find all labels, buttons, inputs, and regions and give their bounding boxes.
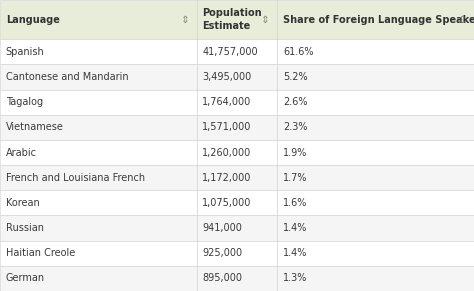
Bar (277, 115, 474, 140)
Text: Russian: Russian (6, 223, 44, 233)
Bar (277, 39, 474, 65)
Bar (0, 241, 197, 266)
Text: 5.2%: 5.2% (283, 72, 308, 82)
Text: 1,075,000: 1,075,000 (202, 198, 252, 208)
Text: 3,495,000: 3,495,000 (202, 72, 252, 82)
Text: 1.3%: 1.3% (283, 274, 307, 283)
Bar (277, 165, 474, 190)
Text: ⇕: ⇕ (261, 15, 270, 25)
Text: 1.7%: 1.7% (283, 173, 308, 183)
Bar (277, 65, 474, 90)
Bar (277, 140, 474, 165)
Text: Tagalog: Tagalog (6, 97, 43, 107)
Bar (0, 65, 197, 90)
Bar (197, 266, 277, 291)
Bar (277, 215, 474, 241)
Text: 941,000: 941,000 (202, 223, 242, 233)
Bar (277, 0, 474, 39)
Text: Arabic: Arabic (6, 148, 36, 157)
Bar (277, 90, 474, 115)
Text: Population
Estimate: Population Estimate (202, 8, 262, 31)
Bar (0, 165, 197, 190)
Text: Korean: Korean (6, 198, 39, 208)
Bar (277, 190, 474, 215)
Bar (197, 65, 277, 90)
Text: 1,172,000: 1,172,000 (202, 173, 252, 183)
Text: 2.6%: 2.6% (283, 97, 308, 107)
Text: 1.4%: 1.4% (283, 248, 307, 258)
Text: 41,757,000: 41,757,000 (202, 47, 258, 57)
Text: ⇕: ⇕ (181, 15, 189, 25)
Bar (197, 0, 277, 39)
Bar (197, 215, 277, 241)
Text: 61.6%: 61.6% (283, 47, 313, 57)
Bar (0, 39, 197, 65)
Text: 895,000: 895,000 (202, 274, 242, 283)
Text: Spanish: Spanish (6, 47, 45, 57)
Bar (197, 115, 277, 140)
Text: Vietnamese: Vietnamese (6, 123, 64, 132)
Text: German: German (6, 274, 45, 283)
Text: 1,764,000: 1,764,000 (202, 97, 252, 107)
Text: 1.6%: 1.6% (283, 198, 307, 208)
Bar (0, 215, 197, 241)
Text: Share of Foreign Language Speakers: Share of Foreign Language Speakers (283, 15, 474, 25)
Bar (0, 115, 197, 140)
Text: 1.9%: 1.9% (283, 148, 307, 157)
Bar (0, 90, 197, 115)
Bar (0, 0, 197, 39)
Bar (197, 241, 277, 266)
Text: Language: Language (6, 15, 60, 25)
Bar (0, 266, 197, 291)
Text: ⇕: ⇕ (458, 15, 466, 25)
Text: 1,260,000: 1,260,000 (202, 148, 252, 157)
Text: 1,571,000: 1,571,000 (202, 123, 252, 132)
Bar (0, 190, 197, 215)
Bar (277, 266, 474, 291)
Text: 1.4%: 1.4% (283, 223, 307, 233)
Text: 2.3%: 2.3% (283, 123, 308, 132)
Text: French and Louisiana French: French and Louisiana French (6, 173, 145, 183)
Text: Haitian Creole: Haitian Creole (6, 248, 75, 258)
Bar (197, 190, 277, 215)
Bar (197, 140, 277, 165)
Bar (0, 140, 197, 165)
Bar (197, 39, 277, 65)
Text: Cantonese and Mandarin: Cantonese and Mandarin (6, 72, 128, 82)
Bar (197, 165, 277, 190)
Text: 925,000: 925,000 (202, 248, 243, 258)
Bar (277, 241, 474, 266)
Bar (197, 90, 277, 115)
